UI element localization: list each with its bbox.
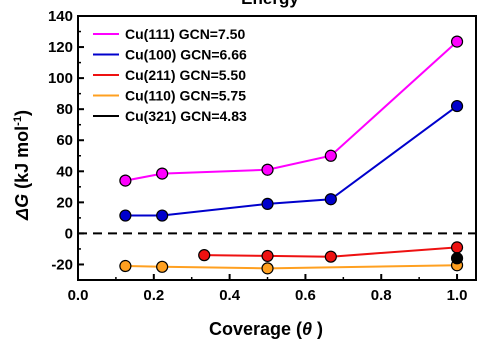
x-axis-title: Coverage (θ ) — [209, 319, 323, 339]
legend-label: Cu(110) GCN=5.75 — [125, 88, 246, 104]
legend-label: Cu(100) GCN=6.66 — [125, 47, 247, 63]
x-axis-title-symbol: θ — [302, 319, 312, 339]
x-axis-title-close: ) — [312, 319, 323, 339]
data-point — [450, 241, 464, 254]
data-point — [324, 149, 337, 162]
data-point — [198, 249, 211, 262]
legend-label: Cu(321) GCN=4.83 — [125, 108, 247, 124]
x-tick-label: 1.0 — [447, 287, 468, 304]
series-0 — [119, 35, 464, 187]
y-axis-title: ΔG (kJ mol-1) — [12, 110, 32, 221]
x-tick-label: 0.6 — [295, 287, 316, 304]
data-point — [261, 262, 274, 275]
data-point — [156, 167, 169, 180]
series-group — [119, 35, 464, 275]
y-tick-label: -20 — [51, 256, 73, 273]
legend-label: Cu(111) GCN=7.50 — [125, 26, 245, 42]
y-axis-title-unit-close: ) — [12, 110, 32, 116]
x-tick-label: 0.0 — [68, 287, 89, 304]
x-axis-title-main: Coverage ( — [209, 319, 302, 339]
series-1 — [119, 99, 464, 222]
data-point — [450, 252, 464, 265]
chart-title: Energy — [241, 0, 299, 8]
data-point — [156, 209, 169, 222]
y-axis-title-symbol: ΔG — [12, 194, 32, 221]
data-point — [261, 197, 274, 211]
data-point — [450, 35, 464, 48]
legend-label: Cu(211) GCN=5.50 — [125, 67, 246, 83]
data-point — [261, 249, 274, 263]
y-axis-ticks: -20 0 20 40 60 80 100 120 140 — [48, 8, 84, 273]
y-tick-label: 0 — [65, 225, 73, 242]
x-tick-label: 0.2 — [143, 287, 164, 304]
y-axis-title-unit-sup: -1 — [12, 116, 24, 126]
data-point — [119, 209, 132, 222]
data-point — [261, 163, 274, 176]
data-point — [450, 99, 464, 113]
y-tick-label: 60 — [56, 132, 73, 149]
y-tick-label: 120 — [48, 39, 73, 56]
series-4 — [450, 252, 464, 265]
y-tick-label: 80 — [56, 101, 73, 118]
series-line — [125, 264, 458, 270]
data-point — [119, 259, 132, 273]
x-tick-label: 0.4 — [219, 287, 241, 304]
series-2 — [198, 241, 464, 263]
data-point — [324, 193, 337, 206]
plot-frame — [77, 15, 477, 281]
plot-border — [77, 15, 477, 281]
y-tick-label: 20 — [56, 194, 73, 211]
y-tick-label: 140 — [48, 8, 73, 25]
legend: Cu(111) GCN=7.50 Cu(100) GCN=6.66 Cu(211) … — [93, 26, 247, 124]
y-tick-label: 100 — [48, 70, 73, 87]
data-point — [324, 250, 337, 263]
series-3 — [119, 259, 464, 275]
data-point — [119, 174, 132, 187]
x-tick-label: 0.8 — [371, 287, 392, 304]
series-line — [204, 246, 458, 258]
data-point — [156, 260, 169, 273]
x-axis-ticks: 0.0 0.2 0.4 0.6 0.8 1.0 — [68, 274, 468, 304]
y-axis-title-unit-open: (kJ mol — [12, 126, 32, 194]
y-tick-label: 40 — [56, 163, 73, 180]
